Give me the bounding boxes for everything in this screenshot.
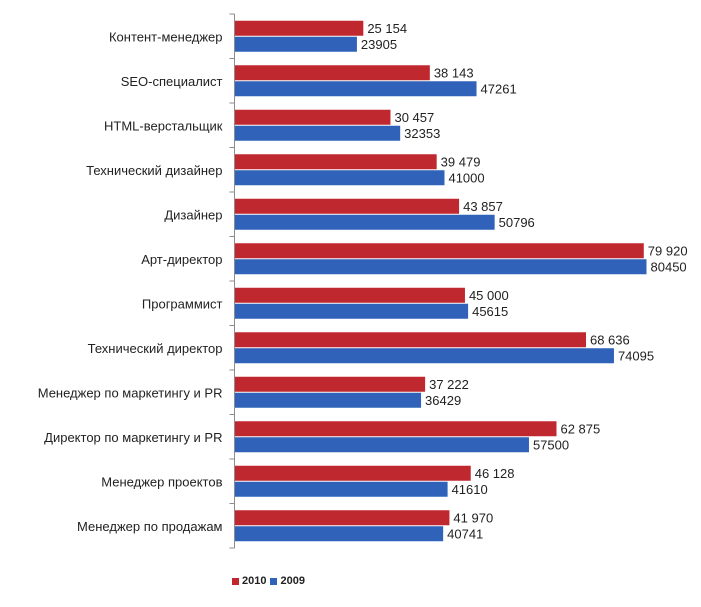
bar-2010 xyxy=(234,154,437,170)
category-label: Программист xyxy=(142,296,223,311)
category-label: Дизайнер xyxy=(164,207,222,222)
legend-swatch-2009 xyxy=(270,577,278,585)
bar-2010 xyxy=(234,421,557,437)
bar-2009 xyxy=(234,125,401,141)
value-label-2010: 46 128 xyxy=(475,466,515,481)
bar-2010 xyxy=(234,198,460,214)
bar-2010 xyxy=(234,65,430,81)
category-label: Директор по маркетингу и PR xyxy=(44,430,222,445)
value-label-2009: 80450 xyxy=(651,259,687,274)
value-label-2010: 79 920 xyxy=(648,243,688,258)
value-label-2010: 30 457 xyxy=(394,110,434,125)
legend-label-2009: 2009 xyxy=(280,575,305,587)
bar-2009 xyxy=(234,392,422,408)
bar-2010 xyxy=(234,465,471,481)
category-label: SEO-специалист xyxy=(121,74,223,89)
legend-item-2009: 2009 xyxy=(270,575,305,587)
bar-2009 xyxy=(234,481,448,497)
value-label-2009: 32353 xyxy=(404,126,440,141)
category-label: Технический директор xyxy=(88,341,223,356)
bar-2010 xyxy=(234,376,426,392)
bar-2009 xyxy=(234,259,647,275)
value-label-2009: 36429 xyxy=(425,393,461,408)
value-label-2010: 45 000 xyxy=(469,288,509,303)
category-label: HTML-верстальщик xyxy=(104,118,223,133)
category-label: Менеджер по продажам xyxy=(77,519,223,534)
bar-2010 xyxy=(234,287,465,303)
bar-2010 xyxy=(234,20,364,36)
legend-item-2010: 2010 xyxy=(232,575,266,587)
value-label-2009: 40741 xyxy=(447,526,483,541)
value-label-2009: 74095 xyxy=(618,348,654,363)
value-label-2009: 41610 xyxy=(452,482,488,497)
bars-group xyxy=(234,20,647,542)
bar-2010 xyxy=(234,109,391,125)
value-label-2010: 43 857 xyxy=(463,199,503,214)
bar-2009 xyxy=(234,170,445,186)
category-label: Технический дизайнер xyxy=(86,163,222,178)
legend: 2010 2009 xyxy=(232,575,309,587)
value-label-2009: 23905 xyxy=(361,37,397,52)
value-label-2009: 50796 xyxy=(499,215,535,230)
legend-label-2010: 2010 xyxy=(242,575,267,587)
category-label: Арт-директор xyxy=(141,252,222,267)
bar-2009 xyxy=(234,348,614,364)
bar-2009 xyxy=(234,214,495,230)
value-label-2009: 47261 xyxy=(481,81,517,96)
bar-2009 xyxy=(234,81,477,97)
value-label-2010: 25 154 xyxy=(367,21,407,36)
value-label-2010: 41 970 xyxy=(453,510,493,525)
bar-2010 xyxy=(234,332,586,348)
bar-2010 xyxy=(234,243,644,259)
bar-2009 xyxy=(234,526,444,542)
bar-2009 xyxy=(234,36,357,52)
value-label-2009: 41000 xyxy=(448,170,484,185)
value-label-2010: 38 143 xyxy=(434,65,474,80)
bar-2009 xyxy=(234,437,529,453)
category-label: Контент-менеджер xyxy=(109,29,223,44)
value-label-2010: 68 636 xyxy=(590,332,630,347)
value-label-2010: 62 875 xyxy=(560,421,600,436)
value-label-2010: 37 222 xyxy=(429,377,469,392)
value-label-2009: 45615 xyxy=(472,304,508,319)
legend-swatch-2010 xyxy=(232,577,239,585)
value-label-2009: 57500 xyxy=(533,437,569,452)
value-label-2010: 39 479 xyxy=(441,154,481,169)
bar-2009 xyxy=(234,303,469,319)
category-label: Менеджер проектов xyxy=(101,474,222,489)
category-label: Менеджер по маркетингу и PR xyxy=(38,385,223,400)
category-labels: Контент-менеджер SEO-специалист HTML-верст… xyxy=(38,29,223,534)
bar-2010 xyxy=(234,510,450,526)
axis-ticks xyxy=(229,13,235,549)
